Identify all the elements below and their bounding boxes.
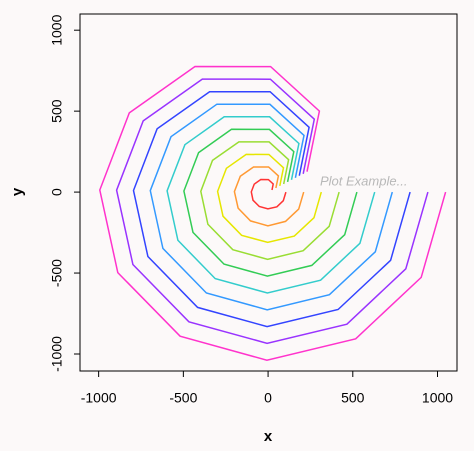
y-tick-label: 0 <box>49 188 65 196</box>
spiral-line <box>166 116 376 294</box>
y-tick-label: 1000 <box>49 14 65 45</box>
spiral-line <box>216 153 323 244</box>
spiral-line <box>250 178 287 210</box>
x-tick-label: -1000 <box>81 390 117 406</box>
x-tick-label: 0 <box>264 390 272 406</box>
spiral-line <box>233 166 305 227</box>
x-tick-label: 1000 <box>422 390 453 406</box>
x-tick-label: -500 <box>169 390 197 406</box>
annotation: Plot Example... <box>320 173 407 188</box>
spiral-line <box>200 141 340 261</box>
spiral-line <box>132 90 411 328</box>
spiral-line <box>115 78 429 345</box>
y-tick-label: -1000 <box>49 336 65 372</box>
y-axis-title: y <box>9 187 26 196</box>
spiral-line <box>183 128 358 277</box>
spiral-line <box>149 103 394 311</box>
x-axis-title: x <box>264 428 273 445</box>
y-tick-label: 500 <box>49 99 65 123</box>
y-tick-label: -500 <box>49 259 65 287</box>
x-tick-label: 500 <box>341 390 365 406</box>
spiral-line <box>99 65 447 361</box>
plot-frame <box>79 13 458 372</box>
